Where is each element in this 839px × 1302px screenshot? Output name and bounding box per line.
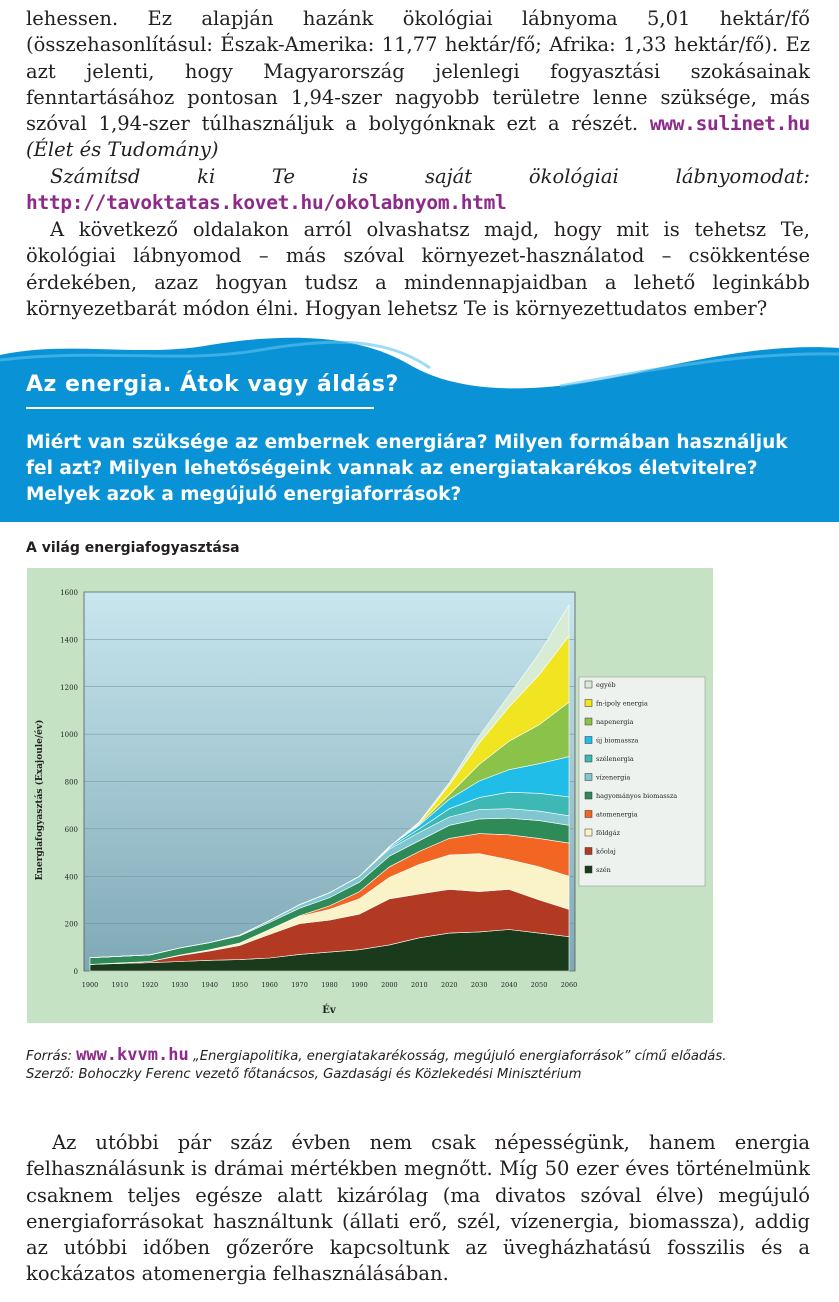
x-tick-label: 1940 [201,981,218,989]
x-tick-label: 1990 [351,981,368,989]
area-egyéb [89,603,570,958]
y-tick-label: 0 [74,968,78,976]
x-tick-label: 1970 [291,981,308,989]
source-text: „Energiapolitika, energiatakarékosság, m… [188,1049,727,1064]
legend-label: szén [596,866,611,874]
calculate-text: Számítsd ki Te is saját ökológiai lábnyo… [50,165,810,188]
y-tick-label: 1400 [60,636,78,644]
x-tick-label: 1920 [142,981,159,989]
x-tick-label: 2010 [411,981,428,989]
y-tick-label: 1600 [60,589,78,597]
legend-swatch [584,791,593,800]
x-tick-label: 1930 [172,981,189,989]
paragraph-ecological-footprint: lehessen. Ez alapján hazánk ökológiai lá… [26,6,810,164]
legend-label: hagyományos biomassza [596,792,677,800]
x-axis-label: Év [322,1004,337,1016]
title-underline [26,407,374,409]
y-tick-label: 600 [65,826,78,834]
y-axis-label: Energiafogyasztás (Exajoule/év) [34,720,45,881]
y-tick-label: 800 [65,779,78,787]
legend-label: új biomassza [596,737,639,745]
chart-title: A világ energiafogyasztása [26,540,240,556]
paragraph-energy-history: Az utóbbi pár száz évben nem csak népess… [26,1131,810,1286]
legend-swatch [584,754,593,763]
x-tick-label: 1980 [321,981,338,989]
y-tick-label: 1000 [60,731,78,739]
legend-swatch [584,699,593,707]
paragraph-text: lehessen. Ez alapján hazánk ökológiai lá… [26,7,810,136]
kvvm-link[interactable]: www.kvvm.hu [76,1045,189,1065]
legend-label: szélenergia [596,755,634,763]
energy-chart: 0 200 400 600 800 1000 1200 1400 1600 1900 1910 19… [34,589,706,1016]
legend-label: földgáz [596,829,621,837]
legend-swatch [584,736,593,744]
legend-swatch [584,717,593,726]
source-prefix: Forrás: [26,1049,77,1064]
legend-label: kőolaj [596,847,616,856]
y-tick-label: 1200 [60,684,78,692]
legend-swatch [584,828,593,837]
section-title: Az energia. Átok vagy áldás? [26,372,399,397]
legend-swatch [584,773,593,781]
legend-label: napenergia [596,718,633,726]
chart-source: Forrás: www.kvvm.hu „Energiapolitika, en… [26,1046,816,1084]
source-author: Szerző: Bohoczky Ferenc vezető főtanácso… [26,1067,582,1082]
x-tick-label: 2050 [531,981,548,989]
x-tick-label: 2040 [501,981,518,989]
x-tick-label: 1910 [112,981,129,989]
paragraph-intro: A következő oldalakon arról olvashatsz m… [26,218,810,320]
section-banner-background [0,337,839,522]
legend-swatch [584,847,593,855]
section-questions: Miért van szüksége az embernek energiára… [26,432,788,505]
x-tick-label: 1900 [82,981,99,989]
x-tick-label: 2060 [561,981,578,989]
legend-swatch [584,865,593,874]
okolabnyom-link[interactable]: http://tavoktatas.kovet.hu/okolabnyom.ht… [26,191,507,215]
chart-panel: 0 200 400 600 800 1000 1200 1400 1600 1900 1910 19… [27,568,713,1023]
x-tick-label: 1950 [231,981,248,989]
x-tick-label: 2020 [441,981,458,989]
legend-swatch [584,680,593,689]
x-tick-label: 1960 [261,981,278,989]
legend-swatch [584,810,593,818]
paragraph-calculate: Számítsd ki Te is saját ökológiai lábnyo… [26,164,810,217]
y-tick-label: 400 [65,873,78,881]
sulinet-link[interactable]: www.sulinet.hu [649,112,810,136]
legend-label: fn-ipoly energia [596,700,648,708]
legend-label: atomenergia [596,811,638,819]
y-tick-label: 200 [65,921,78,929]
x-tick-label: 2030 [471,981,488,989]
source-note: (Élet és Tudomány) [26,138,219,162]
x-tick-label: 2000 [381,981,398,989]
legend-label: vízenergia [595,774,630,782]
legend-label: egyéb [596,681,616,689]
